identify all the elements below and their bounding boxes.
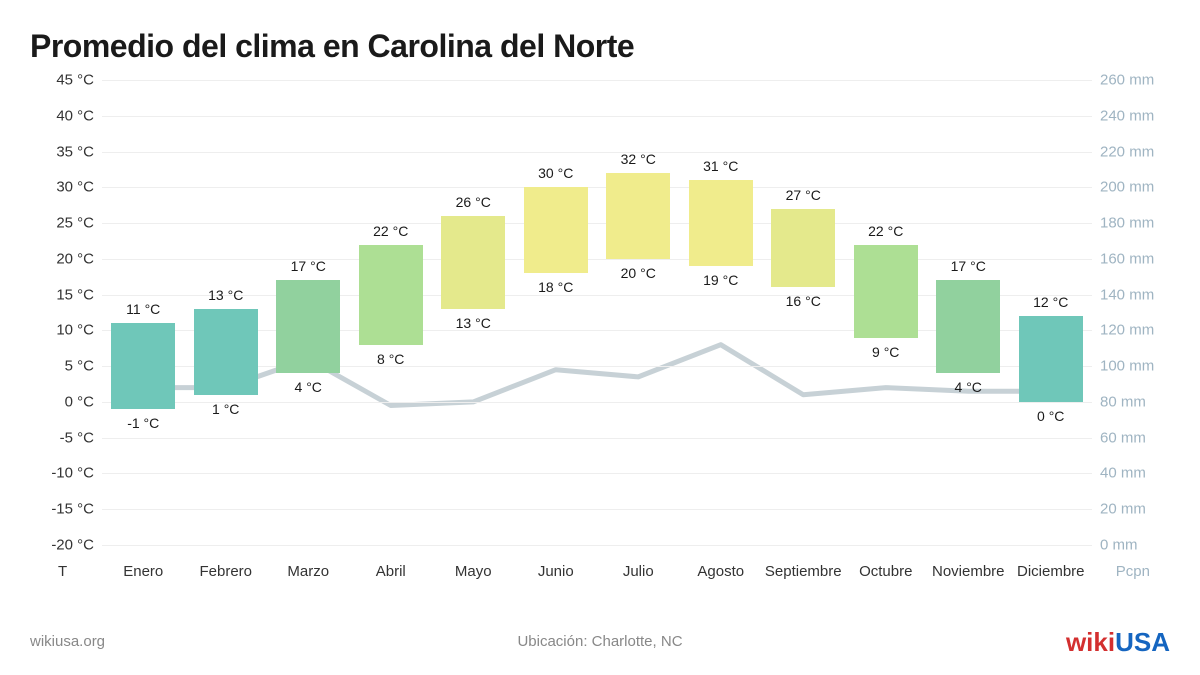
grid-line bbox=[102, 80, 1092, 81]
y-tick-precip: 240 mm bbox=[1100, 107, 1154, 124]
bar-low-label: 13 °C bbox=[441, 315, 505, 331]
bar-low-label: 18 °C bbox=[524, 279, 588, 295]
grid-line bbox=[102, 152, 1092, 153]
y-tick-temp: 25 °C bbox=[56, 215, 94, 232]
temp-bar: 12 °C0 °C bbox=[1019, 316, 1083, 402]
y-tick-precip: 20 mm bbox=[1100, 501, 1146, 518]
plot-area: 11 °C-1 °C13 °C1 °C17 °C4 °C22 °C8 °C26 … bbox=[102, 80, 1092, 545]
bar-low-label: 4 °C bbox=[276, 379, 340, 395]
temp-bar: 11 °C-1 °C bbox=[111, 323, 175, 409]
y-tick-temp: -20 °C bbox=[51, 537, 94, 554]
y-tick-precip: 160 mm bbox=[1100, 250, 1154, 267]
y-tick-temp: 0 °C bbox=[65, 393, 94, 410]
grid-line bbox=[102, 473, 1092, 474]
month-label: Septiembre bbox=[765, 563, 842, 580]
y-tick-precip: 60 mm bbox=[1100, 429, 1146, 446]
y-tick-temp: -5 °C bbox=[60, 429, 94, 446]
bar-high-label: 12 °C bbox=[1019, 294, 1083, 310]
y-tick-precip: 180 mm bbox=[1100, 215, 1154, 232]
bar-high-label: 13 °C bbox=[194, 287, 258, 303]
month-label: Marzo bbox=[287, 563, 329, 580]
month-label: Mayo bbox=[455, 563, 492, 580]
temp-bar: 13 °C1 °C bbox=[194, 309, 258, 395]
temp-bar: 22 °C9 °C bbox=[854, 245, 918, 338]
y-tick-temp: 35 °C bbox=[56, 143, 94, 160]
bar-high-label: 27 °C bbox=[771, 187, 835, 203]
bar-high-label: 32 °C bbox=[606, 151, 670, 167]
temp-axis-label: T bbox=[58, 563, 67, 580]
logo: wikiUSA bbox=[1066, 627, 1170, 658]
month-label: Febrero bbox=[199, 563, 252, 580]
grid-line bbox=[102, 116, 1092, 117]
temp-bar: 22 °C8 °C bbox=[359, 245, 423, 345]
site-url: wikiusa.org bbox=[30, 633, 105, 650]
y-tick-temp: -15 °C bbox=[51, 501, 94, 518]
y-tick-precip: 260 mm bbox=[1100, 72, 1154, 89]
y-tick-precip: 40 mm bbox=[1100, 465, 1146, 482]
temp-bar: 32 °C20 °C bbox=[606, 173, 670, 259]
logo-part2: USA bbox=[1115, 627, 1170, 657]
grid-line bbox=[102, 223, 1092, 224]
y-tick-precip: 0 mm bbox=[1100, 537, 1138, 554]
bar-high-label: 17 °C bbox=[936, 258, 1000, 274]
y-tick-temp: 45 °C bbox=[56, 72, 94, 89]
y-tick-precip: 140 mm bbox=[1100, 286, 1154, 303]
bar-low-label: 19 °C bbox=[689, 272, 753, 288]
y-axis-left-temp: -20 °C-15 °C-10 °C-5 °C0 °C5 °C10 °C15 °… bbox=[30, 80, 102, 545]
x-axis-months: T Pcpn EneroFebreroMarzoAbrilMayoJunioJu… bbox=[102, 545, 1092, 595]
y-tick-precip: 200 mm bbox=[1100, 179, 1154, 196]
chart-area: -20 °C -15 °C -10 °C -5 °C 0 °C 5 °C 10 °C 15 °… bbox=[30, 80, 1170, 595]
y-tick-temp: 10 °C bbox=[56, 322, 94, 339]
month-label: Julio bbox=[623, 563, 654, 580]
y-tick-temp: 40 °C bbox=[56, 107, 94, 124]
month-label: Noviembre bbox=[932, 563, 1005, 580]
y-axis-right-precip: 0 mm20 mm40 mm60 mm80 mm100 mm120 mm140 … bbox=[1092, 80, 1170, 545]
grid-line bbox=[102, 187, 1092, 188]
bar-high-label: 26 °C bbox=[441, 194, 505, 210]
temp-bar: 17 °C4 °C bbox=[276, 280, 340, 373]
bar-low-label: 9 °C bbox=[854, 344, 918, 360]
bar-low-label: 8 °C bbox=[359, 351, 423, 367]
y-tick-temp: 5 °C bbox=[65, 358, 94, 375]
logo-part1: wiki bbox=[1066, 627, 1115, 657]
bar-high-label: 31 °C bbox=[689, 158, 753, 174]
month-label: Agosto bbox=[697, 563, 744, 580]
grid-line bbox=[102, 438, 1092, 439]
bar-high-label: 22 °C bbox=[854, 223, 918, 239]
temp-bar: 27 °C16 °C bbox=[771, 209, 835, 288]
temp-bar: 30 °C18 °C bbox=[524, 187, 588, 273]
location-label: Ubicación: Charlotte, NC bbox=[517, 633, 682, 650]
bar-low-label: 0 °C bbox=[1019, 408, 1083, 424]
temp-bar: 17 °C4 °C bbox=[936, 280, 1000, 373]
month-label: Junio bbox=[538, 563, 574, 580]
bar-low-label: 4 °C bbox=[936, 379, 1000, 395]
bar-high-label: 22 °C bbox=[359, 223, 423, 239]
y-tick-temp: 30 °C bbox=[56, 179, 94, 196]
month-label: Enero bbox=[123, 563, 163, 580]
bar-high-label: 11 °C bbox=[111, 301, 175, 317]
month-label: Octubre bbox=[859, 563, 912, 580]
bar-high-label: 17 °C bbox=[276, 258, 340, 274]
chart-title: Promedio del clima en Carolina del Norte bbox=[30, 28, 1170, 65]
y-tick-precip: 80 mm bbox=[1100, 393, 1146, 410]
y-tick-temp: 20 °C bbox=[56, 250, 94, 267]
y-tick-precip: 220 mm bbox=[1100, 143, 1154, 160]
chart-container: Promedio del clima en Carolina del Norte… bbox=[0, 0, 1200, 675]
bar-high-label: 30 °C bbox=[524, 165, 588, 181]
month-label: Abril bbox=[376, 563, 406, 580]
bar-low-label: 1 °C bbox=[194, 401, 258, 417]
y-tick-precip: 120 mm bbox=[1100, 322, 1154, 339]
y-tick-precip: 100 mm bbox=[1100, 358, 1154, 375]
footer: wikiusa.org Ubicación: Charlotte, NC wik… bbox=[30, 627, 1170, 657]
temp-bar: 26 °C13 °C bbox=[441, 216, 505, 309]
bar-low-label: -1 °C bbox=[111, 415, 175, 431]
bar-low-label: 16 °C bbox=[771, 293, 835, 309]
y-tick-temp: -10 °C bbox=[51, 465, 94, 482]
y-tick-temp: 15 °C bbox=[56, 286, 94, 303]
precip-axis-label: Pcpn bbox=[1116, 563, 1150, 580]
month-label: Diciembre bbox=[1017, 563, 1085, 580]
grid-line bbox=[102, 509, 1092, 510]
temp-bar: 31 °C19 °C bbox=[689, 180, 753, 266]
bar-low-label: 20 °C bbox=[606, 265, 670, 281]
